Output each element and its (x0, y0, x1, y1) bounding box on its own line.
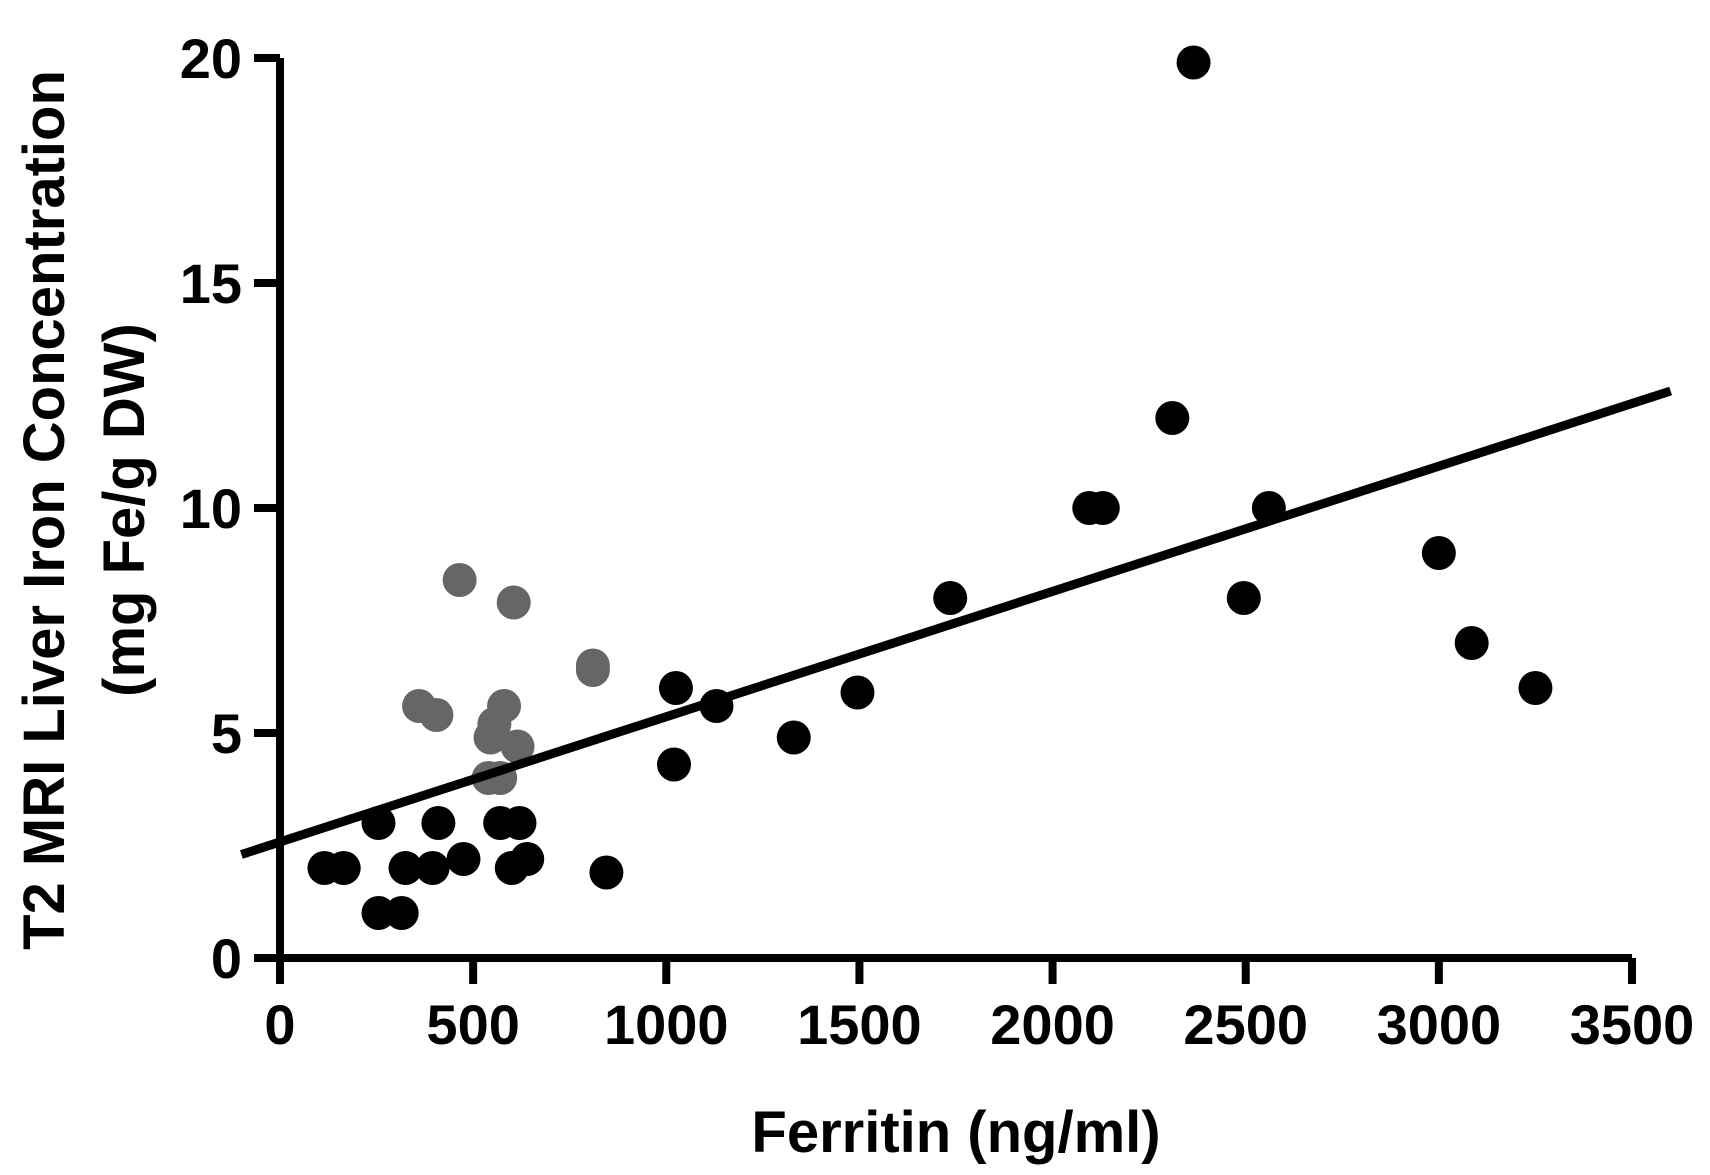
data-point-s0-15 (658, 671, 693, 705)
y-axis-title-line-2: (mg Fe/g DW) (92, 323, 157, 697)
data-point-s0-14 (657, 747, 692, 782)
data-point-s1-1 (419, 698, 454, 732)
data-point-s0-24 (1226, 581, 1261, 615)
x-tick-label-2500: 2500 (1183, 993, 1308, 1056)
data-point-s0-13 (589, 855, 624, 890)
y-tick-label-20: 20 (180, 27, 242, 90)
x-tick-label-3500: 3500 (1570, 993, 1695, 1056)
data-point-s0-28 (1518, 671, 1553, 705)
data-point-s0-4 (384, 896, 419, 930)
x-tick-label-1000: 1000 (604, 993, 729, 1056)
trendline-group (239, 386, 1673, 859)
data-point-s0-23 (1176, 45, 1211, 80)
x-tick-label-0: 0 (264, 993, 295, 1056)
data-point-s0-17 (776, 720, 811, 755)
data-point-s0-5 (388, 851, 423, 885)
data-point-s1-8 (496, 585, 531, 620)
y-tick-label-5: 5 (211, 702, 242, 765)
data-point-s0-22 (1155, 401, 1190, 435)
data-point-s0-11 (502, 806, 537, 840)
y-tick-label-15: 15 (180, 252, 242, 315)
y-axis-title-line-1: T2 MRI Liver Iron Concentration (12, 70, 77, 950)
data-point-s0-26 (1421, 536, 1456, 570)
x-axis-title: Ferritin (ng/ml) (751, 1100, 1160, 1165)
data-point-s1-9 (500, 729, 535, 764)
ticks: 0 5 10 15 20 0 500 1000 1500 2000 2500 3000 3500 (180, 27, 1695, 1056)
data-point-s0-7 (421, 806, 456, 840)
x-tick-label-3000: 3000 (1377, 993, 1502, 1056)
y-tick-label-10: 10 (180, 477, 242, 540)
data-point-s0-19 (933, 581, 968, 615)
data-points (307, 45, 1553, 930)
data-point-s0-27 (1454, 626, 1489, 660)
data-point-s0-1 (326, 851, 361, 885)
data-point-s0-12 (510, 842, 545, 876)
trendline (239, 386, 1673, 859)
x-tick-label-500: 500 (426, 993, 519, 1056)
data-point-s0-18 (840, 675, 875, 710)
data-point-s0-21 (1085, 491, 1120, 525)
x-tick-label-1500: 1500 (797, 993, 922, 1056)
x-tick-label-2000: 2000 (990, 993, 1115, 1056)
data-point-s1-2 (442, 563, 477, 597)
data-point-s0-6 (415, 851, 450, 885)
data-point-s0-8 (446, 842, 481, 876)
y-tick-label-0: 0 (211, 927, 242, 990)
data-point-s1-7 (487, 689, 522, 723)
axes (276, 58, 1632, 962)
data-point-s1-11 (575, 648, 610, 683)
